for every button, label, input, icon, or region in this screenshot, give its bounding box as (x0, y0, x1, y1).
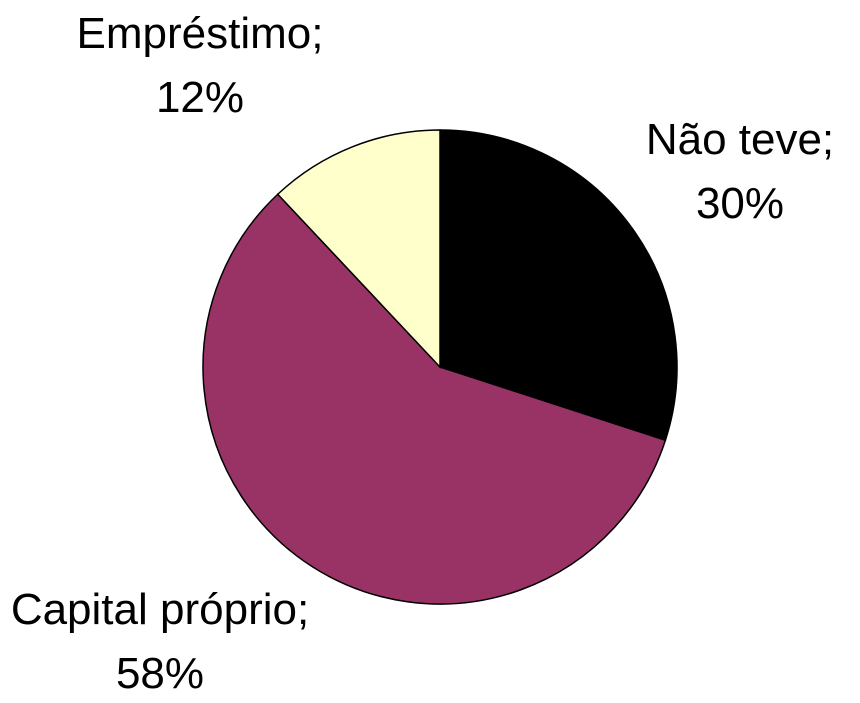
value-label: 30% (695, 179, 785, 228)
category-label: Empréstimo; (76, 9, 324, 58)
pie-slice (202, 193, 667, 605)
value-label: 12% (155, 73, 245, 122)
pie-slice (276, 129, 441, 369)
pie-slice (439, 129, 678, 442)
category-label: Capital próprio; (10, 585, 310, 634)
data-label: Não teve; 30% (620, 108, 860, 236)
data-label: Empréstimo; 12% (40, 2, 360, 130)
data-label: Capital próprio; 58% (10, 578, 310, 703)
value-label: 58% (115, 649, 205, 698)
category-label: Não teve; (645, 115, 835, 164)
